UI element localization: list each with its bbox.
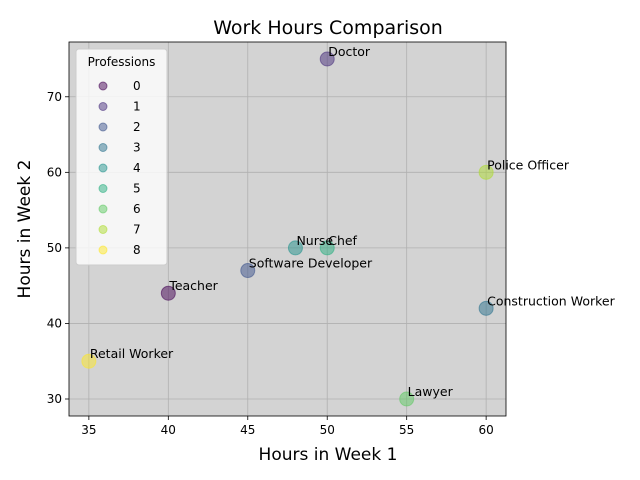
legend-entry-label: 4 [133, 161, 141, 175]
data-point [478, 164, 494, 180]
legend-entry-label: 6 [133, 202, 141, 216]
data-point-label: Teacher [168, 278, 218, 293]
data-point [319, 51, 335, 67]
y-tick-label: 50 [47, 241, 62, 255]
x-tick-label: 45 [240, 423, 255, 437]
legend-marker [98, 245, 108, 255]
data-point [160, 285, 176, 301]
data-point-label: Software Developer [249, 256, 373, 271]
data-points [81, 51, 494, 407]
data-point [81, 353, 97, 369]
x-tick-label: 35 [81, 423, 96, 437]
chart-title: Work Hours Comparison [213, 17, 443, 39]
y-axis-label: Hours in Week 2 [15, 160, 35, 299]
legend-entry-label: 2 [133, 120, 141, 134]
y-tick-label: 30 [47, 392, 62, 406]
legend-marker [98, 102, 108, 111]
legend-entry-label: 5 [133, 182, 141, 196]
legend: Professions 0 1 2 3 4 5 6 7 8 [75, 48, 168, 266]
legend-entry-label: 1 [133, 100, 141, 114]
y-tick-label: 40 [47, 316, 62, 330]
data-point-label: Lawyer [408, 384, 454, 399]
x-tick-label: 60 [478, 423, 493, 437]
y-tick-label: 60 [47, 165, 62, 179]
x-tick-label: 55 [399, 423, 414, 437]
data-point-labels: Teacher Doctor Software Developer Construct… [90, 44, 616, 399]
legend-box [75, 48, 168, 266]
legend-marker [98, 225, 108, 234]
legend-entry-label: 0 [133, 79, 141, 93]
data-point [319, 240, 335, 256]
legend-entry-label: 7 [133, 223, 141, 237]
data-point-label: Police Officer [487, 157, 570, 172]
data-point-label: Nurse [296, 233, 333, 248]
legend-entry-label: 3 [133, 141, 141, 155]
data-point [287, 240, 303, 256]
legend-marker [98, 122, 108, 132]
legend-items: 0 1 2 3 4 5 6 7 8 [98, 79, 141, 257]
legend-entry-label: 8 [133, 243, 141, 257]
legend-marker [98, 184, 108, 193]
x-axis-label: Hours in Week 1 [259, 445, 398, 465]
data-point-label: Retail Worker [90, 346, 174, 361]
data-point [399, 391, 415, 407]
data-point-label: Chef [328, 233, 357, 248]
data-point [240, 263, 256, 279]
x-axis-ticks: 35 40 45 50 55 60 [81, 416, 494, 437]
legend-marker [98, 143, 108, 152]
plot-frame [68, 41, 507, 417]
legend-marker [98, 81, 108, 91]
data-point-label: Construction Worker [487, 293, 615, 308]
legend-marker [98, 163, 108, 173]
y-axis-ticks: 30 40 50 60 70 [47, 90, 69, 406]
x-tick-label: 50 [320, 423, 335, 437]
legend-title: Professions [88, 55, 156, 69]
data-point-label: Doctor [328, 44, 371, 59]
y-tick-label: 70 [47, 90, 62, 104]
legend-marker [98, 204, 108, 214]
data-point [478, 300, 494, 316]
x-tick-label: 40 [161, 423, 176, 437]
